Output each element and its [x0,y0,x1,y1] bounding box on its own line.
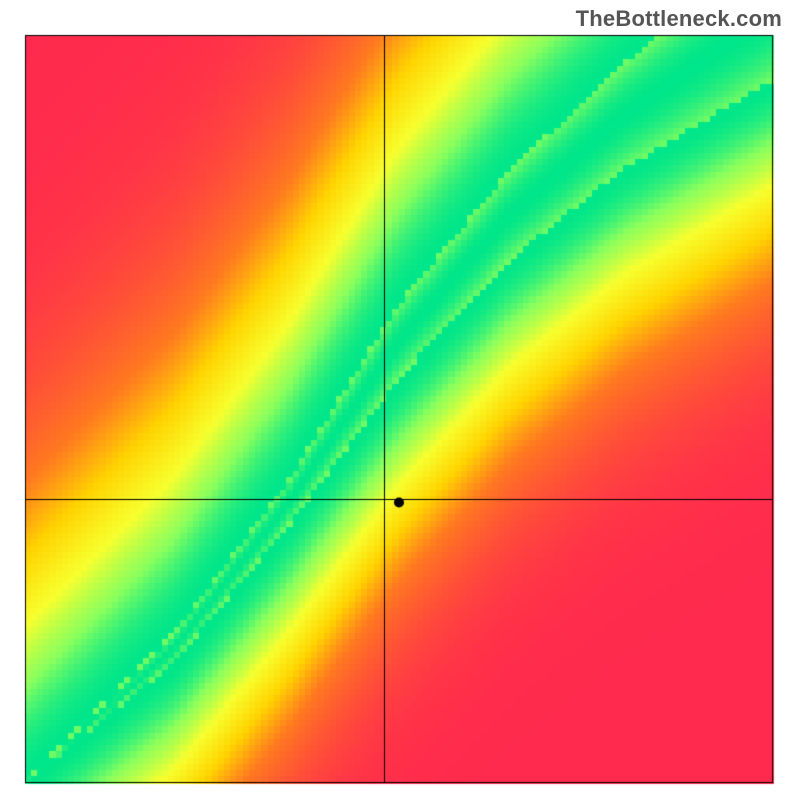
watermark-text: TheBottleneck.com [576,6,782,32]
bottleneck-heatmap [0,0,800,800]
chart-container: TheBottleneck.com [0,0,800,800]
